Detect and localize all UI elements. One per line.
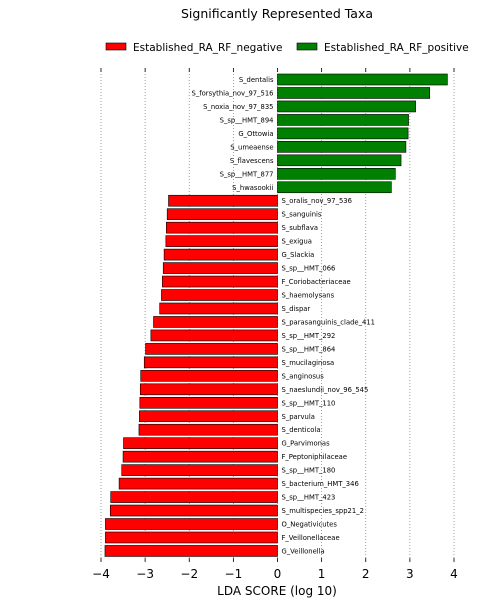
- bar-label: F_Veillonellaceae: [282, 534, 340, 542]
- bar: [277, 154, 402, 167]
- legend-swatch-positive: [296, 42, 318, 51]
- bar: [166, 208, 278, 220]
- bar-label: S_subflava: [282, 224, 319, 232]
- bar-label: S_naeslundii_nov_96_545: [282, 386, 369, 394]
- bar-label: S_multispecies_spp21_2: [282, 507, 364, 515]
- bar-label: G_Parvimonas: [282, 440, 331, 448]
- bar-label: S_anginosus: [282, 372, 325, 380]
- bar: [162, 275, 278, 288]
- bar-label: O_Negativicutes: [282, 521, 338, 529]
- bar-label: S_sp__HMT_864: [282, 345, 336, 353]
- x-tick-label: −2: [180, 567, 198, 581]
- bar-label: S_parvula: [282, 413, 315, 421]
- x-tick-label: −4: [92, 567, 110, 581]
- bar: [105, 531, 278, 544]
- bar-label: S_exigua: [282, 238, 312, 246]
- legend-label-positive: Established_RA_RF_positive: [324, 42, 469, 54]
- bar-labels: S_dentalis S_forsythia_nov_97_516 S_noxia_…: [192, 76, 375, 555]
- bar-label: S_forsythia_nov_97_516: [192, 89, 274, 97]
- bar: [150, 329, 278, 342]
- bar: [277, 114, 409, 126]
- bar: [161, 289, 278, 301]
- x-tick-label: 3: [406, 567, 414, 581]
- x-axis-label: LDA SCORE (log 10): [217, 584, 337, 598]
- bar: [277, 127, 409, 140]
- bar: [138, 423, 278, 436]
- bar-label: S_sp__HMT_066: [282, 265, 336, 273]
- x-tick-label: 4: [450, 567, 458, 581]
- bar: [123, 437, 278, 449]
- bar: [159, 302, 278, 315]
- bar-label: S_flavescens: [230, 157, 274, 165]
- x-tick-label: 1: [318, 567, 326, 581]
- x-tick-label: −3: [136, 567, 154, 581]
- bar: [140, 370, 278, 382]
- bar-label: S_sp__HMT_423: [282, 494, 336, 502]
- bar: [109, 504, 278, 517]
- bar: [165, 235, 278, 247]
- bar-label: S_mucilaginosa: [282, 359, 335, 367]
- bar-label: S_dentalis: [239, 76, 274, 84]
- bar: [153, 316, 278, 328]
- bar: [277, 141, 407, 153]
- bar-label: S_sp__HMT_110: [282, 399, 336, 407]
- bar-label: F_Peptoniphilaceae: [282, 453, 348, 461]
- bar-label: S_noxia_nov_97_835: [203, 103, 273, 111]
- bar-label: S_oralis_nov_97_536: [282, 197, 352, 205]
- bar-label: S_hwasookii: [232, 184, 273, 192]
- bar-label: S_sp__HMT_877: [220, 170, 274, 178]
- bar: [168, 194, 278, 207]
- bar-label: S_sp__HMT_180: [282, 467, 336, 475]
- bar: [145, 343, 278, 355]
- bar-label: S_bacterium_HMT_346: [282, 480, 359, 488]
- bar: [121, 464, 278, 476]
- bar: [139, 410, 278, 423]
- bar-label: S_dispar: [282, 305, 311, 313]
- bar-label: S_denticola: [282, 426, 321, 434]
- bar-label: F_Coriobacteriaceae: [282, 278, 351, 286]
- bar: [104, 545, 278, 557]
- x-tick-label: 0: [274, 567, 282, 581]
- bar: [118, 477, 278, 490]
- bar-label: S_sp__HMT_292: [282, 332, 336, 340]
- bar: [277, 87, 431, 99]
- bar: [162, 262, 278, 274]
- bar: [143, 356, 278, 369]
- bar-label: S_parasanguinis_clade_411: [282, 318, 375, 326]
- bar: [110, 491, 278, 503]
- bar-label: S_sanguinis: [282, 211, 322, 219]
- legend-swatch-negative: [105, 42, 127, 51]
- legend: Established_RA_RF_negative Established_R…: [105, 42, 469, 54]
- x-tick-label: 2: [362, 567, 370, 581]
- bar-label: S_haemolysans: [282, 292, 335, 300]
- bar: [166, 221, 278, 234]
- bar: [277, 167, 396, 180]
- bar-label: S_sp__HMT_894: [220, 116, 274, 124]
- bars: [104, 73, 448, 557]
- bar: [139, 383, 278, 396]
- bar-label: G_Veillonella: [282, 547, 325, 555]
- bar: [163, 248, 278, 261]
- x-axis: −4 −3 −2 −1 0 1 2 3 4: [92, 68, 458, 581]
- bar: [122, 450, 278, 463]
- bar: [277, 100, 416, 113]
- x-tick-label: −1: [225, 567, 243, 581]
- chart-title: Significantly Represented Taxa: [181, 6, 373, 21]
- bar: [277, 181, 392, 194]
- legend-label-negative: Established_RA_RF_negative: [133, 42, 282, 54]
- bar: [105, 518, 278, 530]
- bar: [277, 73, 448, 86]
- bar-label: G_Slackia: [282, 251, 315, 259]
- bar: [139, 396, 278, 409]
- bar-label: G_Ottowia: [238, 130, 273, 138]
- bar-label: S_umeaense: [230, 143, 273, 151]
